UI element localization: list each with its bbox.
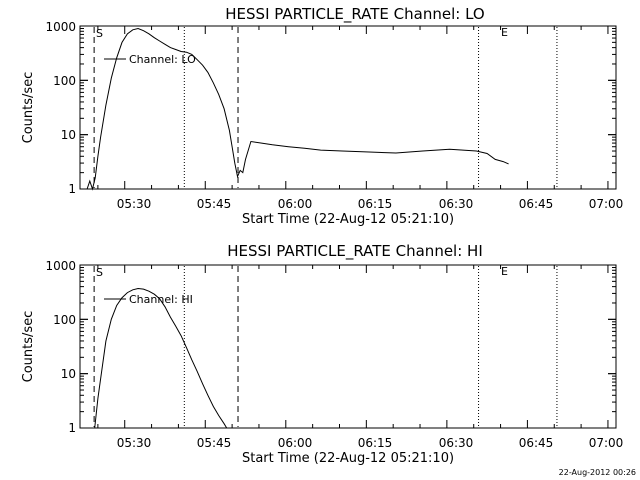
panel-lo-ytick-label: 100 bbox=[53, 74, 76, 88]
panel-lo-series-line bbox=[86, 27, 509, 191]
panel-lo: HESSI PARTICLE_RATE Channel: LO Counts/s… bbox=[21, 5, 623, 227]
panel-lo-markers bbox=[93, 27, 558, 188]
panel-lo-xtick-label: 05:30 bbox=[117, 197, 152, 211]
panel-hi-xtick-label: 06:45 bbox=[519, 436, 554, 450]
panel-hi-legend: Channel: HI bbox=[104, 293, 193, 306]
panel-hi-xtick-label: 07:00 bbox=[589, 436, 624, 450]
panel-hi-legend-label: Channel: HI bbox=[129, 293, 193, 306]
panel-lo-xtick-label: 05:45 bbox=[197, 197, 232, 211]
panel-lo-plot-frame bbox=[79, 25, 617, 190]
panel-lo-xtick-label: 06:45 bbox=[519, 197, 554, 211]
panel-hi-xtick-label: 05:30 bbox=[117, 436, 152, 450]
panel-hi-xtick-label: 05:45 bbox=[197, 436, 232, 450]
panel-lo-xlabel: Start Time (22-Aug-12 05:21:10) bbox=[242, 212, 454, 227]
footer-timestamp: 22-Aug-2012 00:26 bbox=[559, 468, 636, 477]
panel-hi-y-axis: 1 10 100 1000 bbox=[45, 259, 616, 435]
panel-lo-xtick-label: 06:15 bbox=[358, 197, 393, 211]
panel-hi-title: HESSI PARTICLE_RATE Channel: HI bbox=[227, 242, 483, 261]
panel-lo-legend: Channel: LO bbox=[104, 53, 196, 66]
panel-hi-x-axis: 05:30 05:45 06:00 06:15 06:30 06:45 07:0… bbox=[97, 265, 624, 450]
panel-hi-ytick-label: 1000 bbox=[45, 259, 76, 273]
panel-hi-ytick-label: 1 bbox=[68, 421, 76, 435]
panel-lo-x-axis: 05:30 05:45 06:00 06:15 06:30 06:45 07:0… bbox=[97, 26, 624, 211]
panel-hi-xlabel: Start Time (22-Aug-12 05:21:10) bbox=[242, 451, 454, 466]
panel-hi-series-line bbox=[94, 287, 228, 429]
panel-lo-xtick-label: 07:00 bbox=[589, 197, 624, 211]
panel-hi-start-marker-label: S bbox=[96, 266, 103, 279]
panel-lo-ylabel: Counts/sec bbox=[21, 72, 36, 144]
panel-hi-ytick-label: 100 bbox=[53, 313, 76, 327]
panel-hi-markers bbox=[93, 266, 558, 427]
panel-lo-legend-label: Channel: LO bbox=[129, 53, 196, 66]
panel-hi-end-marker-label: E bbox=[501, 265, 508, 278]
panel-lo-ytick-label: 1000 bbox=[45, 20, 76, 34]
panel-lo-xtick-label: 06:30 bbox=[439, 197, 474, 211]
panel-hi-xtick-label: 06:00 bbox=[278, 436, 313, 450]
panel-hi-xtick-label: 06:15 bbox=[358, 436, 393, 450]
panel-hi-xtick-label: 06:30 bbox=[439, 436, 474, 450]
panel-lo-ytick-label: 10 bbox=[61, 128, 76, 142]
panel-lo-y-axis: 1 10 100 1000 bbox=[45, 20, 616, 196]
panel-lo-xtick-label: 06:00 bbox=[278, 197, 313, 211]
panel-hi-plot-frame bbox=[79, 264, 617, 429]
panel-hi-ytick-label: 10 bbox=[61, 367, 76, 381]
panel-lo-end-marker-label: E bbox=[501, 26, 508, 39]
panel-lo-start-marker-label: S bbox=[96, 27, 103, 40]
panel-hi-ylabel: Counts/sec bbox=[21, 311, 36, 383]
panel-lo-ytick-label: 1 bbox=[68, 182, 76, 196]
panel-lo-title: HESSI PARTICLE_RATE Channel: LO bbox=[225, 5, 484, 24]
panel-hi: HESSI PARTICLE_RATE Channel: HI Counts/s… bbox=[21, 242, 623, 466]
